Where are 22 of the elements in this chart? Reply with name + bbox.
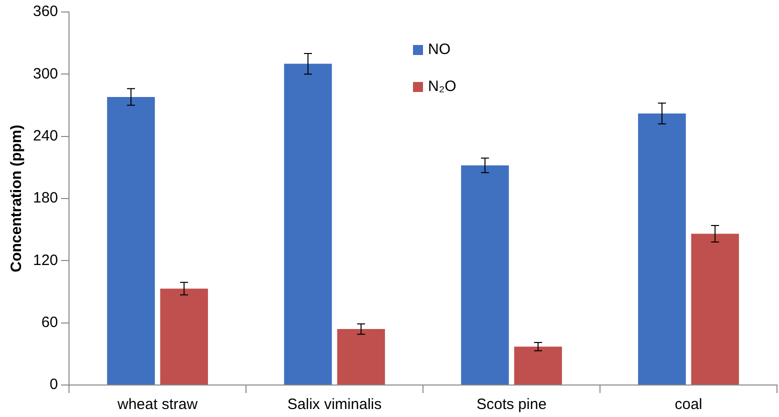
y-tick-label: 0 <box>50 376 58 394</box>
bar <box>638 114 686 384</box>
x-tick-label: wheat straw <box>116 396 198 414</box>
legend-label: NO <box>428 41 451 58</box>
bar <box>514 346 562 384</box>
bar <box>107 96 155 384</box>
y-axis-title: Concentration (ppm) <box>8 124 26 272</box>
bar <box>691 234 739 384</box>
y-tick-label: 360 <box>32 3 58 20</box>
y-tick-label: 60 <box>41 314 58 331</box>
bar <box>337 329 385 384</box>
y-tick-label: 180 <box>32 190 58 207</box>
y-tick-label: 120 <box>32 252 58 269</box>
legend-label: N₂O <box>428 78 456 96</box>
y-tick-label: 240 <box>32 127 58 144</box>
x-tick-label: Salix viminalis <box>287 396 382 414</box>
bar <box>461 165 509 384</box>
bar <box>160 288 208 384</box>
bar <box>284 64 332 384</box>
y-tick-label: 300 <box>32 65 58 82</box>
x-tick-label: coal <box>674 396 702 414</box>
x-tick-label: Scots pine <box>476 396 547 414</box>
